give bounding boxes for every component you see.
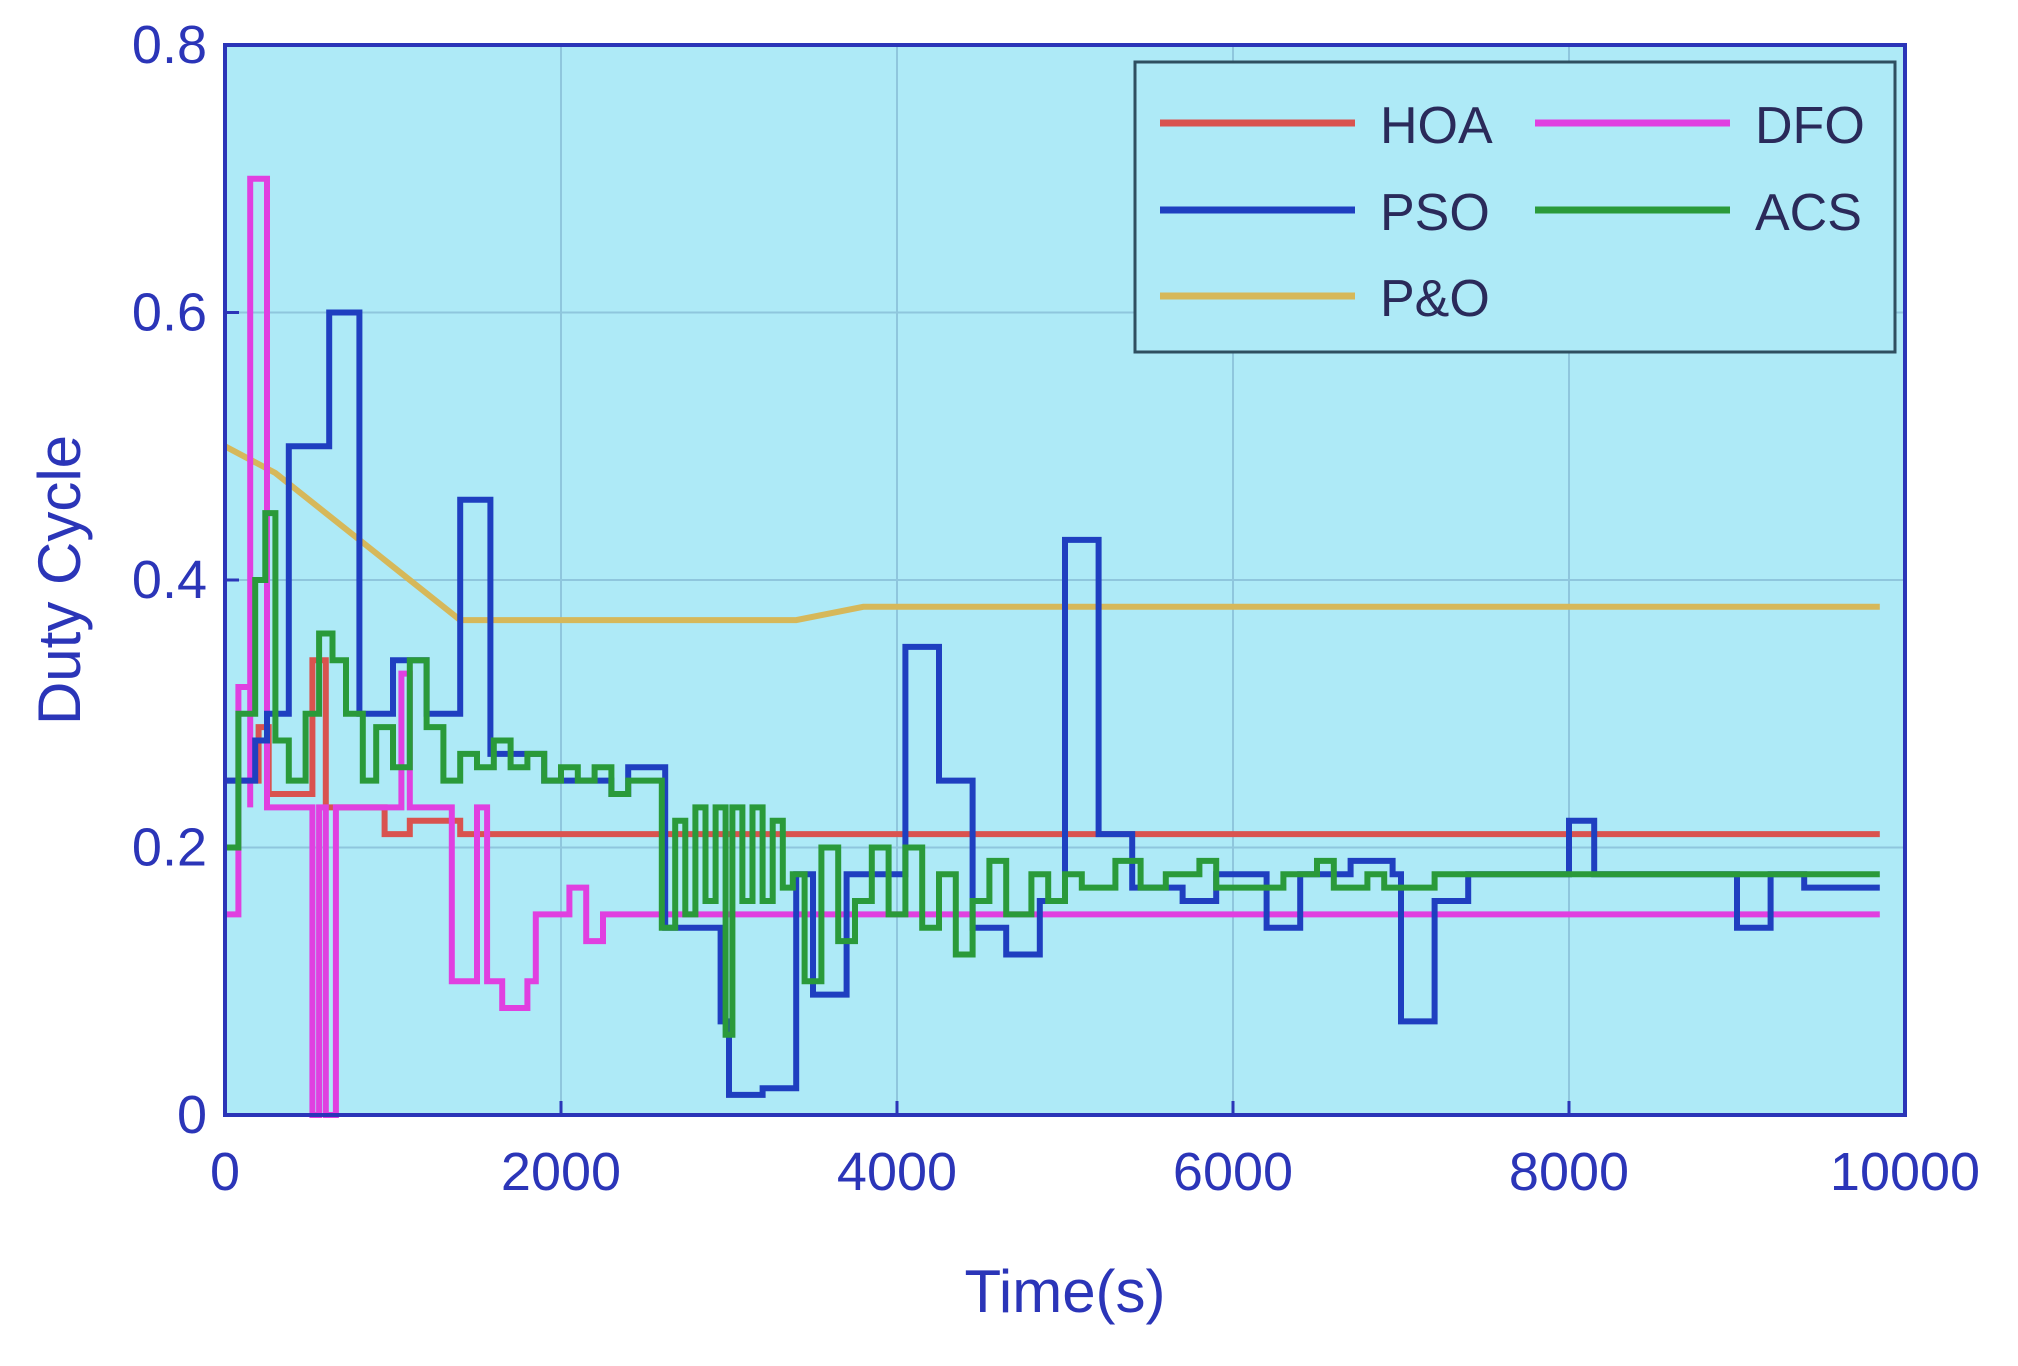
legend-label-po: P&O — [1380, 270, 1490, 328]
x-tick-label: 4000 — [837, 1142, 957, 1202]
y-axis-title: Duty Cycle — [26, 435, 93, 725]
legend-label-hoa: HOA — [1380, 97, 1493, 155]
x-tick-label: 6000 — [1173, 1142, 1293, 1202]
x-axis-title: Time(s) — [964, 1258, 1165, 1325]
legend-label-acs: ACS — [1755, 184, 1862, 242]
x-tick-label: 10000 — [1830, 1142, 1980, 1202]
x-tick-label: 0 — [210, 1142, 240, 1202]
y-tick-label: 0.6 — [132, 283, 207, 343]
y-tick-label: 0.8 — [132, 15, 207, 75]
series-line-hoa — [225, 657, 1880, 838]
plot-frame — [223, 43, 1907, 1117]
x-tick-labels: 0 2000 4000 6000 8000 10000 — [210, 1142, 1980, 1202]
x-tick-label: 2000 — [501, 1142, 621, 1202]
series-line-dfo — [225, 175, 1880, 1118]
legend-label-dfo: DFO — [1755, 97, 1865, 155]
y-tick-label: 0 — [177, 1085, 207, 1145]
legend: HOA DFO PSO ACS P&O — [1133, 60, 1897, 354]
series-lines — [223, 175, 1880, 1118]
y-tick-labels: 0 0.2 0.4 0.6 0.8 — [132, 15, 207, 1145]
y-tick-label: 0.2 — [132, 818, 207, 878]
series-line-acs — [225, 510, 1880, 1038]
x-tick-label: 8000 — [1509, 1142, 1629, 1202]
legend-label-pso: PSO — [1380, 184, 1490, 242]
y-tick-label: 0.4 — [132, 550, 207, 610]
